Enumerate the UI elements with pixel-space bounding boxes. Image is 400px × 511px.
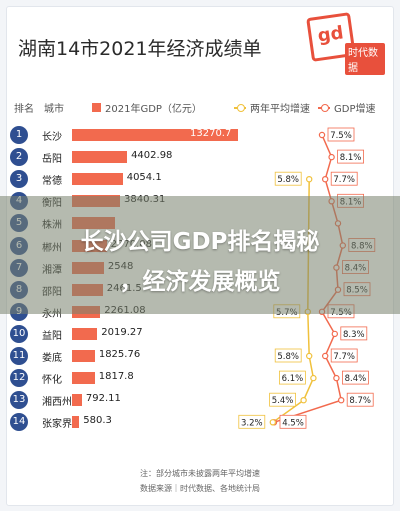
rank-badge: 14 bbox=[10, 413, 28, 432]
table-row: 11 娄底 1825.76 bbox=[0, 346, 386, 366]
city-label: 长沙 bbox=[42, 132, 62, 143]
logo-tag: 时代数据 bbox=[345, 43, 385, 75]
rank-badge: 13 bbox=[10, 391, 28, 410]
header-city: 城市 bbox=[44, 100, 64, 115]
table-row: 3 常德 4054.1 bbox=[0, 169, 386, 189]
rank-badge: 2 bbox=[10, 148, 28, 167]
logo: gd 时代数据 bbox=[305, 12, 385, 75]
gdp-value-label: 2019.27 bbox=[101, 326, 143, 338]
gdp-value-label: 792.11 bbox=[85, 393, 121, 405]
gdp-bar bbox=[72, 372, 95, 385]
gdp-bar bbox=[72, 327, 98, 340]
city-label: 岳阳 bbox=[42, 154, 62, 166]
rank-badge: 3 bbox=[10, 170, 28, 189]
overlay-title-line2: ，经济发展概览 bbox=[119, 269, 281, 295]
rank-badge: 10 bbox=[10, 324, 28, 343]
gdp-value-label: 1817.8 bbox=[98, 371, 134, 383]
gdp-value-label: 13270.7 bbox=[190, 128, 232, 139]
rank-badge: 1 bbox=[10, 126, 28, 144]
legend-growth-marker bbox=[318, 103, 330, 113]
footer-note: 注：部分城市未披露两年平均增速 bbox=[140, 469, 260, 478]
city-label: 怀化 bbox=[42, 375, 62, 387]
city-label: 常德 bbox=[42, 176, 62, 188]
gdp-value-label: 580.3 bbox=[83, 415, 112, 427]
table-row: 13 湘西州 792.11 bbox=[0, 390, 386, 410]
table-row: 14 张家界 580.3 bbox=[0, 412, 386, 432]
overlay-title-line1: 长沙公司GDP排名揭秘 bbox=[80, 229, 320, 255]
city-label: 张家界 bbox=[42, 419, 72, 431]
header-rank-label: 排名 bbox=[14, 104, 34, 115]
legend-gdp-label: 2021年GDP（亿元） bbox=[105, 104, 202, 115]
footer-source: 数据来源｜时代数据、各地统计局 bbox=[140, 484, 260, 493]
legend-avg-marker bbox=[234, 103, 246, 113]
table-row: 10 益阳 2019.27 bbox=[0, 324, 386, 344]
header-rank: 排名 bbox=[14, 100, 34, 115]
gdp-bar bbox=[72, 394, 82, 407]
table-row: 2 岳阳 4402.98 bbox=[0, 147, 386, 167]
chart-title: 湖南14市2021年经济成绩单 bbox=[18, 38, 262, 60]
legend-avg-label: 两年平均增速 bbox=[250, 104, 310, 115]
legend-growth-label: GDP增速 bbox=[334, 104, 376, 115]
gdp-bar bbox=[72, 151, 128, 164]
header-city-label: 城市 bbox=[44, 104, 64, 115]
gdp-bar bbox=[72, 350, 95, 362]
legend-gdp: 2021年GDP（亿元） bbox=[92, 100, 202, 115]
city-label: 永州 bbox=[42, 308, 62, 320]
gdp-value-label: 4402.98 bbox=[131, 150, 173, 162]
table-row: 1 长沙 13270.7 bbox=[0, 125, 386, 145]
gdp-bar bbox=[72, 173, 123, 186]
gdp-value-label: 4054.1 bbox=[126, 172, 162, 184]
city-label: 娄底 bbox=[42, 353, 62, 364]
rank-badge: 11 bbox=[10, 347, 28, 365]
gdp-value-label: 1825.76 bbox=[98, 349, 141, 360]
gdp-bar bbox=[72, 416, 80, 429]
legend-avg-growth: 两年平均增速 bbox=[234, 100, 310, 115]
gdp-bar bbox=[72, 129, 238, 141]
rank-badge: 12 bbox=[10, 369, 28, 388]
city-label: 益阳 bbox=[42, 330, 62, 342]
table-row: 12 怀化 1817.8 bbox=[0, 368, 386, 388]
legend-gdp-swatch bbox=[92, 103, 101, 112]
overlay-banner bbox=[0, 196, 400, 314]
legend-gdp-growth: GDP增速 bbox=[318, 100, 375, 115]
city-label: 湘西州 bbox=[42, 397, 72, 409]
